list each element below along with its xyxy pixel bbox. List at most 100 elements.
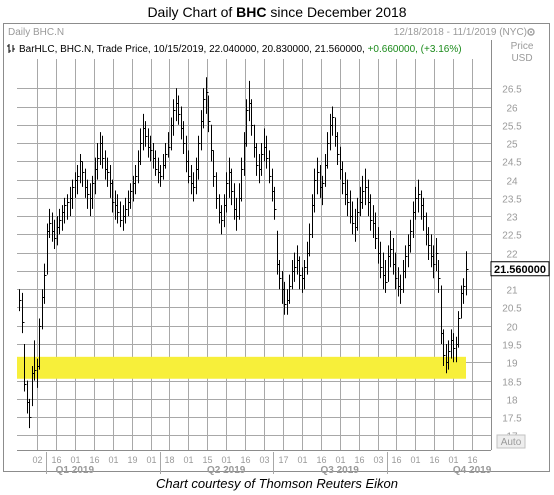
auto-scale-button[interactable]: Auto [496, 434, 526, 449]
price-bar [67, 194, 70, 220]
legend-prefix: BarHLC, BHC.N, Trade Price, 10/15/2019, … [19, 44, 365, 55]
price-bar [193, 172, 196, 202]
y-tick-label: 19.5 [502, 341, 522, 352]
price-bar [415, 186, 418, 220]
price-bar [436, 238, 439, 271]
price-bar [19, 289, 22, 312]
price-bar [294, 252, 297, 282]
y-tick-label: 23.5 [502, 195, 522, 206]
price-bar [443, 329, 446, 366]
y-tick-label: 18 [506, 396, 518, 407]
y-tick-label: 18.5 [502, 378, 522, 389]
price-bar [279, 259, 282, 290]
price-bar [226, 172, 229, 213]
x-tick-label: 03 [259, 455, 269, 465]
price-bar [34, 340, 37, 381]
x-quarter-label: Q4 2019 [453, 465, 492, 476]
x-tick-label: 17 [278, 455, 288, 465]
x-tick-label: 15 [202, 455, 212, 465]
title-suffix: since December 2018 [266, 4, 407, 20]
price-bar [178, 95, 181, 125]
price-bar [198, 135, 201, 180]
x-tick-label: 16 [391, 455, 401, 465]
price-bar [453, 333, 456, 363]
x-tick-label: 01 [448, 455, 458, 465]
price-bar [362, 175, 365, 209]
x-tick-label: 16 [354, 455, 364, 465]
price-bar [428, 227, 431, 260]
x-tick-label: 19 [127, 455, 137, 465]
legend-text: BarHLC, BHC.N, Trade Price, 10/15/2019, … [19, 44, 462, 55]
price-bar [208, 95, 211, 133]
price-axis-unit: USD [511, 53, 532, 64]
price-bar [466, 251, 469, 296]
x-axis: 02 16 01 16 01 19 01 18 01 15 01 16 03 17 01 16 01 16 03 16… [17, 450, 492, 476]
price-bar [29, 398, 32, 429]
price-bar [256, 143, 259, 176]
price-bar [337, 132, 340, 165]
price-bar [54, 219, 57, 250]
y-tick-label: 19 [506, 359, 518, 370]
title-ticker: BHC [236, 4, 267, 20]
price-bar [49, 208, 52, 239]
y-tick-label: 26 [506, 104, 518, 115]
y-tick-label: 23 [506, 213, 518, 224]
x-tick-label: 01 [297, 455, 307, 465]
price-bar [304, 259, 307, 290]
price-bar [39, 318, 42, 370]
price-bar [72, 179, 75, 209]
price-bar [317, 157, 320, 195]
legend-bars-icon [7, 44, 15, 53]
y-tick-label: 25.5 [502, 122, 522, 133]
x-tick-label: 01 [221, 455, 231, 465]
price-bar [130, 183, 133, 209]
x-tick-label: 01 [146, 455, 156, 465]
price-bar [145, 121, 148, 147]
price-bar [44, 263, 47, 304]
price-bar [125, 197, 128, 224]
price-bar [112, 179, 115, 213]
x-tick-label: 03 [373, 455, 383, 465]
x-tick-label: 16 [51, 455, 61, 465]
price-bar [352, 201, 355, 235]
price-bar [433, 245, 436, 279]
price-bar [135, 164, 138, 195]
x-quarter-label: Q1 2019 [56, 465, 95, 476]
price-bar [410, 219, 413, 253]
price-bar [236, 197, 239, 231]
price-bar [357, 197, 360, 231]
last-price-tag: 21.560000 [490, 261, 550, 277]
legend-change: +0.660000, (+3.16%) [368, 44, 462, 55]
x-tick-label: 02 [32, 455, 42, 465]
last-price-tag-bg [490, 261, 550, 277]
price-bar [390, 230, 393, 268]
x-tick-label: 01 [410, 455, 420, 465]
price-bar [261, 143, 264, 176]
settings-gear-icon[interactable] [527, 28, 535, 36]
y-tick-label: 20 [506, 323, 518, 334]
price-bar [188, 150, 191, 184]
price-bar [168, 132, 171, 158]
price-bar [438, 259, 441, 293]
price-bar [405, 245, 408, 279]
x-tick-label: 16 [429, 455, 439, 465]
price-bar [140, 128, 143, 165]
price-bar [299, 256, 302, 290]
y-tick-label: 24 [506, 177, 518, 188]
x-tick-label: 16 [89, 455, 99, 465]
date-range-label: 12/18/2018 - 11/1/2019 (NYC) [394, 27, 527, 38]
price-bar [327, 132, 330, 169]
price-bar [160, 164, 163, 187]
y-tick-label: 17.5 [502, 414, 522, 425]
price-bar [395, 252, 398, 290]
price-bar [241, 157, 244, 202]
price-bar [24, 344, 27, 392]
page-title: Daily Chart of BHC since December 2018 [0, 4, 554, 20]
price-bar [64, 197, 67, 224]
price-bar [97, 143, 100, 180]
price-bar [120, 201, 123, 228]
price-bar [463, 278, 466, 304]
last-price-tag-text: 21.560000 [494, 264, 546, 276]
x-tick-label: 18 [164, 455, 174, 465]
